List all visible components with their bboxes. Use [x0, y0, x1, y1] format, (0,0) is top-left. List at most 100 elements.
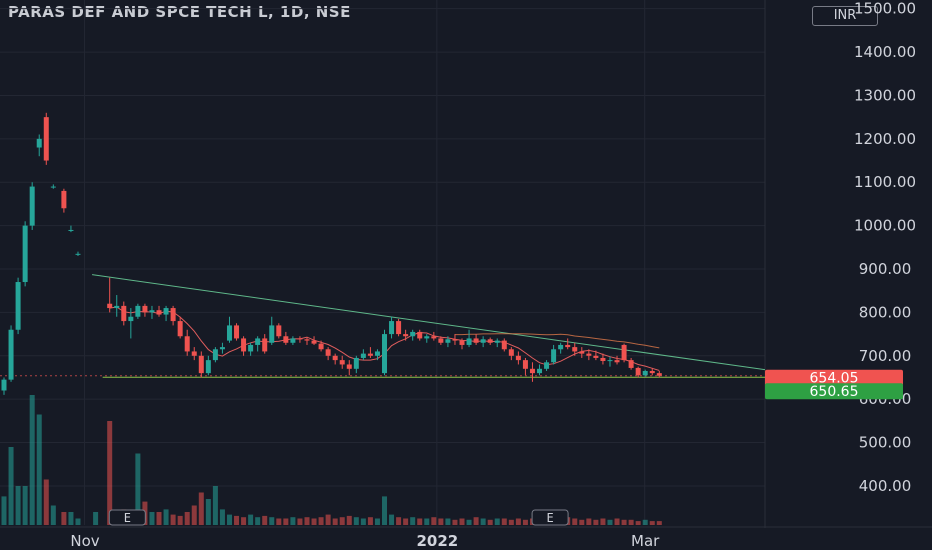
- candle-body[interactable]: [191, 351, 197, 356]
- earnings-marker[interactable]: [108, 509, 146, 526]
- candle-body[interactable]: [170, 308, 176, 322]
- candle-body[interactable]: [269, 325, 275, 343]
- candle-body[interactable]: [163, 308, 169, 315]
- candle-body[interactable]: [339, 360, 345, 365]
- candle-body[interactable]: [22, 225, 28, 283]
- candle-body[interactable]: [558, 344, 564, 350]
- candle-body[interactable]: [325, 349, 331, 356]
- time-axis[interactable]: Nov 2022 Mar: [70, 532, 660, 550]
- candle-body[interactable]: [642, 370, 648, 376]
- candle-body[interactable]: [424, 336, 430, 339]
- candle-body[interactable]: [297, 338, 303, 340]
- candle-body[interactable]: [600, 357, 606, 361]
- candle-body[interactable]: [593, 355, 599, 358]
- price-axis[interactable]: 1500.00 1400.00 1300.00 1200.00 1100.00 1000.…: [854, 0, 916, 495]
- candles[interactable]: [1, 112, 662, 395]
- candle-body[interactable]: [311, 340, 317, 344]
- currency-button[interactable]: INR: [812, 6, 878, 26]
- candle-body[interactable]: [607, 360, 613, 362]
- candle-body[interactable]: [276, 325, 282, 337]
- candle-body[interactable]: [283, 336, 289, 343]
- candle-body[interactable]: [403, 334, 409, 337]
- candle-body[interactable]: [410, 331, 416, 337]
- candle-body[interactable]: [121, 305, 127, 322]
- candle-body[interactable]: [431, 336, 437, 339]
- candle-body[interactable]: [494, 340, 500, 343]
- candle-body[interactable]: [452, 339, 458, 341]
- candle-body[interactable]: [656, 373, 662, 376]
- candle-body[interactable]: [522, 360, 528, 369]
- candle-body[interactable]: [198, 355, 204, 374]
- candle-body[interactable]: [177, 321, 183, 337]
- candle-body[interactable]: [565, 344, 571, 348]
- candle-body[interactable]: [142, 305, 148, 313]
- candle-body[interactable]: [466, 338, 472, 345]
- candle-body[interactable]: [382, 334, 387, 374]
- candle-body[interactable]: [501, 340, 507, 350]
- candle-body[interactable]: [184, 336, 190, 352]
- candle-body[interactable]: [61, 190, 67, 209]
- candle-body[interactable]: [8, 329, 14, 380]
- candle-body[interactable]: [346, 364, 352, 369]
- candle-body[interactable]: [248, 344, 254, 352]
- candle-body[interactable]: [649, 370, 655, 374]
- candle-body[interactable]: [290, 338, 296, 343]
- candle-body[interactable]: [579, 351, 585, 354]
- candle-body[interactable]: [15, 282, 21, 330]
- candle-body[interactable]: [396, 321, 402, 335]
- candle-body[interactable]: [212, 349, 218, 361]
- candle-body[interactable]: [508, 349, 514, 356]
- candle-body[interactable]: [75, 253, 81, 255]
- candle-body[interactable]: [628, 360, 634, 368]
- candle-body[interactable]: [318, 343, 324, 350]
- candle-body[interactable]: [445, 339, 451, 343]
- candle-body[interactable]: [537, 368, 543, 374]
- candle-body[interactable]: [241, 338, 247, 352]
- candle-body[interactable]: [635, 367, 641, 376]
- candle-body[interactable]: [304, 339, 310, 341]
- candle-body[interactable]: [459, 340, 465, 345]
- candle-body[interactable]: [360, 353, 366, 358]
- candle-body[interactable]: [29, 186, 35, 226]
- candle-body[interactable]: [438, 338, 444, 343]
- candle-body[interactable]: [114, 305, 120, 309]
- volume-bar: [600, 518, 606, 525]
- candle-body[interactable]: [614, 360, 620, 363]
- candle-body[interactable]: [389, 321, 395, 335]
- candle-body[interactable]: [529, 368, 535, 374]
- candle-body[interactable]: [205, 360, 211, 374]
- candle-body[interactable]: [234, 325, 240, 339]
- candle-body[interactable]: [332, 355, 338, 361]
- candle-body[interactable]: [262, 338, 268, 352]
- candle-body[interactable]: [374, 351, 380, 356]
- candle-body[interactable]: [621, 344, 627, 361]
- candle-body[interactable]: [515, 355, 521, 361]
- candle-body[interactable]: [50, 186, 56, 188]
- candle-body[interactable]: [128, 316, 134, 322]
- candle-body[interactable]: [586, 353, 592, 356]
- candle-body[interactable]: [1, 379, 7, 391]
- candle-body[interactable]: [551, 349, 557, 363]
- candle-body[interactable]: [480, 339, 486, 343]
- candle-body[interactable]: [487, 339, 493, 343]
- candle-body[interactable]: [544, 362, 550, 369]
- candle-body[interactable]: [156, 310, 162, 315]
- candle-body[interactable]: [572, 347, 578, 352]
- candle-body[interactable]: [417, 331, 423, 339]
- candle-body[interactable]: [43, 117, 49, 161]
- volume-bar: [22, 486, 28, 525]
- earnings-marker[interactable]: [531, 509, 569, 526]
- candle-body[interactable]: [68, 229, 74, 231]
- candle-body[interactable]: [107, 303, 113, 309]
- candle-body[interactable]: [36, 138, 42, 148]
- candle-body[interactable]: [255, 338, 261, 345]
- candle-body[interactable]: [226, 325, 232, 341]
- candle-body[interactable]: [353, 357, 359, 369]
- candle-body[interactable]: [135, 305, 141, 317]
- candle-body[interactable]: [367, 353, 373, 356]
- candle-body[interactable]: [219, 347, 225, 350]
- candle-body[interactable]: [473, 338, 479, 343]
- candle-body[interactable]: [149, 310, 155, 313]
